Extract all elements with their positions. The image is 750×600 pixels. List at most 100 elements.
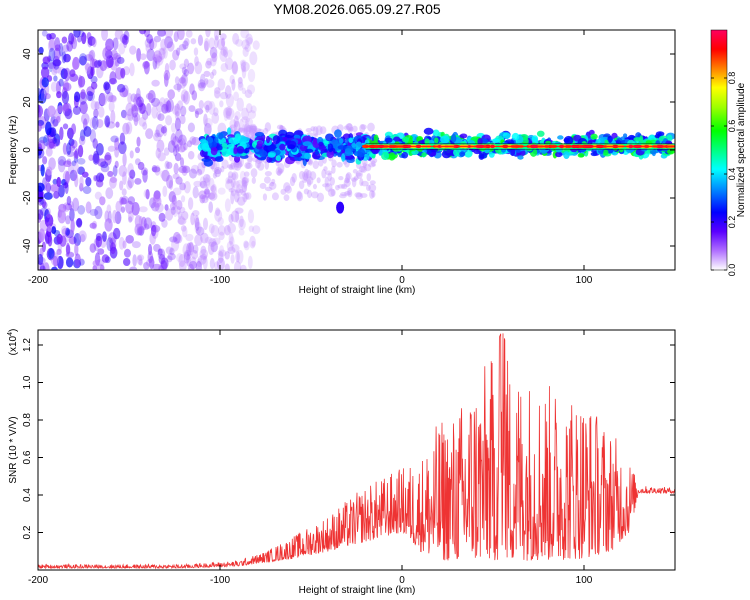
spectrogram-noise-blob bbox=[196, 168, 203, 176]
spectrogram-haze-blob bbox=[305, 127, 313, 133]
spectrogram-noise-blob bbox=[73, 161, 79, 175]
spectrogram-noise-blob bbox=[72, 58, 79, 70]
spectrogram-haze-blob bbox=[306, 189, 313, 199]
spectrogram-noise-blob bbox=[169, 247, 175, 256]
spectrogram-noise-blob bbox=[57, 105, 63, 114]
spectrogram-noise-blob bbox=[104, 218, 113, 232]
spectrogram-noise-blob bbox=[65, 242, 71, 256]
spectrogram-noise-blob bbox=[154, 129, 160, 138]
spectrogram-haze-blob bbox=[324, 182, 333, 192]
spectrogram-noise-blob bbox=[79, 176, 84, 189]
spectrogram-haze-blob bbox=[306, 176, 314, 185]
spectrogram-haze-blob bbox=[241, 191, 247, 196]
spectrogram-haze-blob bbox=[268, 181, 277, 190]
spectrogram-noise-blob bbox=[240, 264, 247, 270]
spectrogram-noise-blob bbox=[123, 113, 133, 121]
spectrogram-noise-blob bbox=[97, 158, 107, 167]
spectrogram-haze-blob bbox=[360, 165, 367, 173]
spectrogram-noise-blob bbox=[42, 56, 51, 65]
spectrogram-band-blob bbox=[555, 151, 563, 158]
spectrogram-noise-blob bbox=[145, 43, 152, 53]
spectrogram-band-blob bbox=[266, 155, 273, 163]
spectrogram-noise-blob bbox=[252, 225, 261, 235]
spectrogram-noise-blob bbox=[67, 164, 75, 174]
spectrogram-band-blob bbox=[341, 153, 346, 162]
spectrogram-band-blob bbox=[603, 149, 609, 156]
spectrogram-noise-blob bbox=[95, 143, 104, 156]
spectrogram-noise-blob bbox=[118, 42, 126, 55]
spectrogram-noise-blob bbox=[235, 184, 243, 197]
spectrogram-noise-blob bbox=[209, 258, 215, 270]
spectrogram-noise-blob bbox=[242, 46, 249, 58]
spectrogram-noise-blob bbox=[47, 105, 56, 118]
spectrogram-haze-blob bbox=[302, 178, 308, 183]
spectrogram-band-blob bbox=[265, 135, 271, 144]
spectrogram-noise-blob bbox=[174, 76, 180, 85]
spectrogram-haze-blob bbox=[231, 171, 239, 181]
spectrogram-noise-blob bbox=[182, 40, 189, 50]
spectrogram-noise-blob bbox=[201, 195, 209, 204]
spectrogram-noise-blob bbox=[47, 225, 52, 232]
spectrogram-noise-blob bbox=[236, 250, 244, 264]
spectrogram-noise-blob bbox=[151, 97, 160, 107]
spectrogram-noise-blob bbox=[175, 139, 183, 152]
snr-y-multiplier: (x104) bbox=[7, 329, 19, 356]
spectrogram-noise-blob bbox=[74, 243, 79, 256]
spectrogram-noise-blob bbox=[65, 215, 71, 225]
spectrogram-noise-blob bbox=[200, 245, 207, 255]
spectrogram-noise-blob bbox=[151, 226, 159, 239]
snr-chart: -200 -100 0 100 0.2 0.4 0.6 0.8 1.0 1.2 Height of… bbox=[7, 329, 676, 596]
spectrogram-noise-blob bbox=[172, 187, 182, 196]
spectrogram-noise-blob bbox=[145, 258, 155, 268]
spectrogram-noise-blob bbox=[210, 225, 220, 238]
spectrogram-noise-blob bbox=[58, 78, 64, 87]
spectrogram-noise-blob bbox=[62, 82, 72, 92]
spectrogram-noise-blob bbox=[188, 263, 195, 270]
spectrogram-noise-blob bbox=[204, 78, 209, 85]
spectrogram-noise-blob bbox=[203, 190, 211, 198]
spectrogram-noise-blob bbox=[207, 241, 215, 256]
spectrogram-noise-blob bbox=[224, 198, 231, 212]
spectrogram-haze-blob bbox=[238, 127, 244, 133]
spectrogram-band-blob bbox=[450, 134, 457, 143]
spectrogram-noise-blob bbox=[224, 263, 230, 270]
spectrogram-noise-blob bbox=[223, 107, 229, 122]
spectrogram-band-blob bbox=[254, 131, 265, 138]
spectrogram-noise-blob bbox=[46, 140, 55, 150]
spectrogram-noise-blob bbox=[166, 41, 175, 52]
spectrogram-band-blob bbox=[423, 127, 434, 135]
spectrogram-noise-blob bbox=[136, 136, 141, 147]
spectrogram-noise-blob bbox=[107, 170, 114, 177]
spectrogram-noise-blob bbox=[134, 214, 142, 228]
spectrogram-noise-blob bbox=[90, 75, 98, 84]
spectrogram-haze-blob bbox=[349, 126, 354, 132]
spectrogram-noise-blob bbox=[180, 89, 189, 103]
spectrogram-noise-blob bbox=[98, 173, 105, 182]
spectrogram-band-blob bbox=[305, 148, 314, 153]
spectrogram-noise-blob bbox=[178, 165, 187, 174]
spectrogram-noise-blob bbox=[101, 254, 110, 263]
spectrogram-noise-blob bbox=[219, 91, 229, 100]
spectrogram-noise-blob bbox=[157, 248, 163, 256]
spectrogram-noise-blob bbox=[225, 110, 231, 120]
spectrogram-haze-blob bbox=[263, 176, 271, 184]
spectrogram-noise-blob bbox=[229, 74, 235, 85]
spectrogram-noise-blob bbox=[244, 118, 250, 133]
spectrogram-noise-blob bbox=[211, 52, 218, 63]
spectrogram-xtick-label: -200 bbox=[28, 275, 48, 286]
spectrogram-band-blob bbox=[287, 144, 296, 150]
spectrogram-band-blob bbox=[373, 134, 379, 143]
spectrogram-noise-blob bbox=[225, 93, 234, 108]
spectrogram-noise-blob bbox=[125, 200, 134, 214]
spectrogram-noise-blob bbox=[162, 124, 168, 137]
spectrogram-noise-blob bbox=[114, 211, 122, 225]
spectrogram-band-blob bbox=[302, 141, 312, 147]
spectrogram-noise-blob bbox=[73, 91, 81, 103]
spectrogram-noise-blob bbox=[189, 260, 198, 270]
spectrogram-noise-blob bbox=[85, 201, 92, 214]
spectrogram-noise-blob bbox=[172, 173, 180, 180]
snr-ytick-label: 0.6 bbox=[22, 450, 33, 464]
spectrogram-noise-blob bbox=[71, 123, 77, 135]
spectrogram-noise-blob bbox=[50, 81, 58, 93]
spectrogram-noise-blob bbox=[52, 178, 58, 185]
